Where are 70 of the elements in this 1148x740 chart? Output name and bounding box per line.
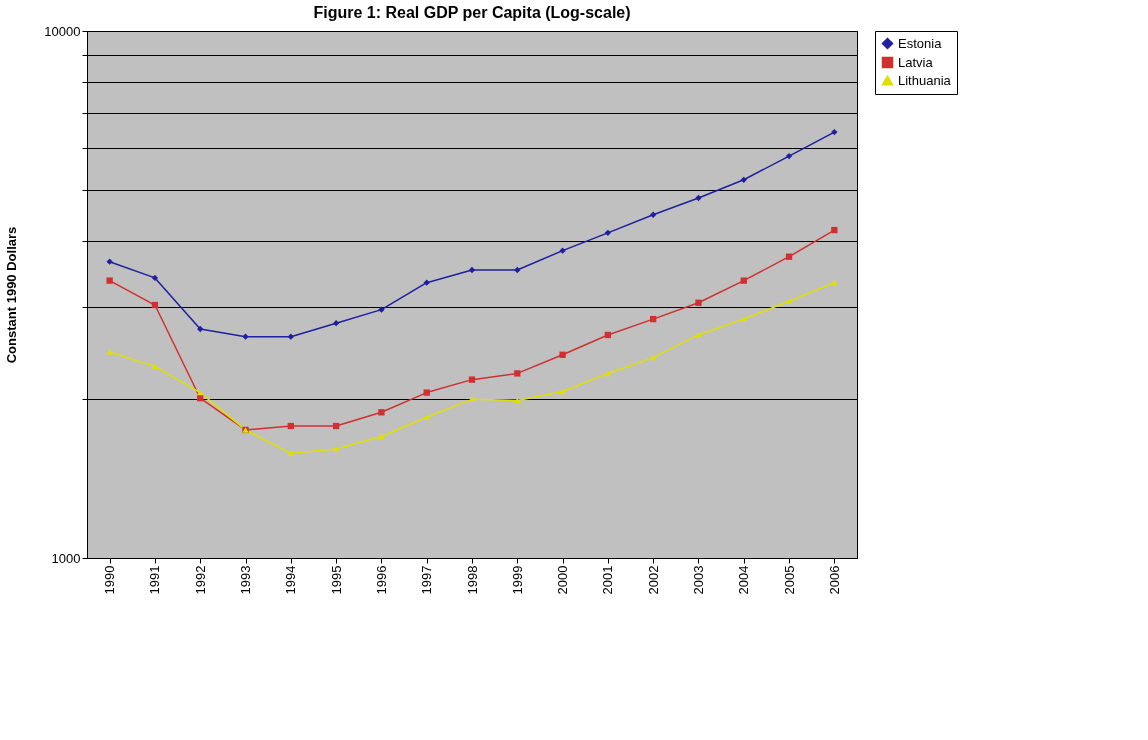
x-tick-label: 2006 [826,565,842,595]
point [151,274,159,282]
point [650,354,657,361]
point [106,277,113,284]
y-tick-label: 1000 [51,550,81,566]
legend-label: Lithuania [898,72,952,88]
point [785,152,793,160]
point [423,389,430,396]
x-tick-label: 1991 [147,565,163,595]
point [378,409,385,416]
point [287,422,294,430]
point [604,331,612,339]
point [785,298,793,305]
point [695,194,702,202]
point [695,299,702,306]
point [151,301,159,309]
x-tick-label: 2005 [781,565,797,595]
point [785,253,793,260]
point [332,320,340,327]
point [468,376,476,383]
x-tick-label: 2003 [690,565,706,595]
point [514,266,521,274]
point [287,333,294,340]
point [831,226,838,234]
x-tick-label: 1994 [283,565,299,595]
y-axis-title: Constant 1990 Dollars [4,226,20,364]
x-tick-label: 1998 [464,565,480,595]
x-tick-label: 1995 [328,565,344,595]
legend-label: Estonia [898,35,943,51]
point [378,433,385,440]
point [831,128,838,136]
point [740,176,747,183]
point [559,388,566,395]
point [740,277,747,284]
legend-label: Latvia [898,54,934,70]
point [197,325,204,333]
x-tick-label: 1990 [102,565,118,595]
point [650,315,657,323]
point [287,450,294,457]
point [332,422,340,430]
chart-title: Figure 1: Real GDP per Capita (Log-scale) [313,4,631,21]
x-tick-label: 1996 [373,565,389,595]
x-tick-label: 1993 [238,565,254,595]
x-tick-label: 2004 [736,565,752,595]
x-tick-label: 2001 [600,565,616,595]
y-tick-label: 10000 [44,23,81,39]
point [242,333,249,340]
point [468,396,476,403]
x-tick-label: 2000 [555,565,571,595]
point [559,247,566,254]
point [197,395,204,402]
point [423,279,430,286]
point [151,363,159,370]
point [106,349,113,355]
point [604,229,612,236]
point [378,306,385,313]
point [423,414,430,420]
point [106,258,113,265]
point [740,316,747,322]
point [514,370,521,377]
point [604,370,612,377]
x-tick-label: 2002 [645,565,661,595]
point [559,351,566,358]
point [468,266,476,274]
x-tick-label: 1999 [509,565,525,595]
x-tick-label: 1992 [192,565,208,595]
point [650,211,657,218]
point [695,332,702,338]
point [332,446,340,452]
x-tick-label: 1997 [419,565,435,595]
